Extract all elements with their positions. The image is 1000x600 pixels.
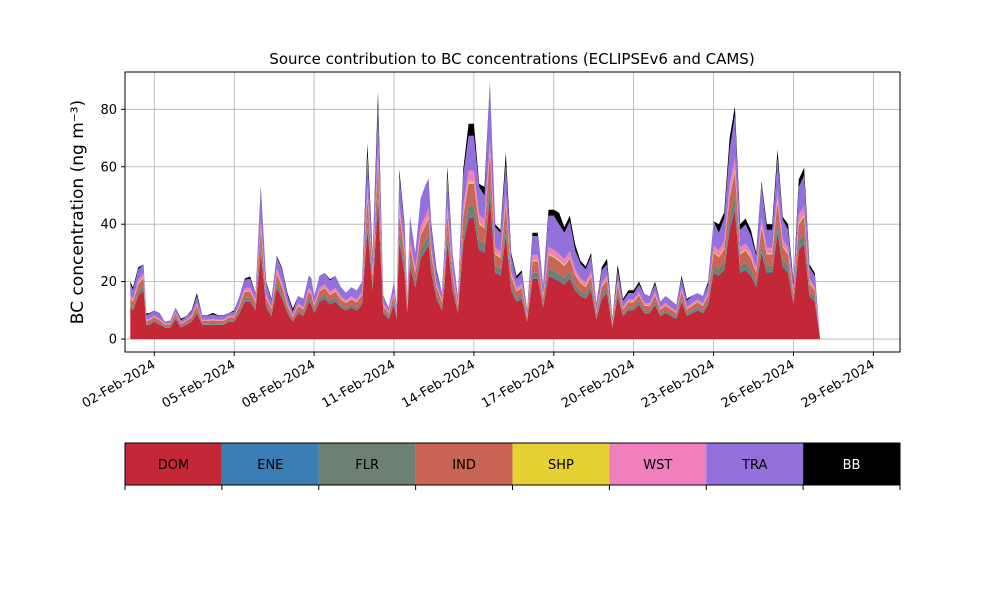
x-axis: 02-Feb-2024 05-Feb-2024 08-Feb-2024 11-Feb-… xyxy=(80,352,878,411)
legend-label-ene: ENE xyxy=(257,458,283,473)
legend-swatch-bb xyxy=(803,443,900,485)
legend-label-shp: SHP xyxy=(548,458,574,473)
legend-label-ind: IND xyxy=(452,458,476,473)
area-ind xyxy=(130,153,903,340)
stacked-areas xyxy=(130,80,903,340)
legend-swatch-ene xyxy=(221,443,319,485)
legend-swatch-dom xyxy=(125,443,222,485)
area-tra xyxy=(130,80,903,340)
legend-label-wst: WST xyxy=(643,458,672,473)
y-tick-label: 20 xyxy=(100,275,117,290)
legend: DOM ENE FLR IND SHP WST TRA BB xyxy=(124,442,901,490)
x-tick-label: 05-Feb-2024 xyxy=(160,357,239,411)
area-dom xyxy=(130,195,903,340)
x-tick-label: 11-Feb-2024 xyxy=(319,357,398,411)
y-tick-label: 40 xyxy=(100,218,117,233)
x-tick-label: 29-Feb-2024 xyxy=(799,357,878,411)
x-tick-label: 23-Feb-2024 xyxy=(639,357,718,411)
legend-swatch-tra xyxy=(706,443,804,485)
y-axis-label: BC concentration (ng m⁻³) xyxy=(68,100,88,324)
x-tick-label: 08-Feb-2024 xyxy=(240,357,319,411)
legend-label-flr: FLR xyxy=(355,458,379,473)
x-tick-label: 17-Feb-2024 xyxy=(479,357,558,411)
legend-swatch-ind xyxy=(415,443,513,485)
legend-swatch-flr xyxy=(318,443,416,485)
legend-swatch-shp xyxy=(512,443,610,485)
x-tick-label: 26-Feb-2024 xyxy=(719,357,798,411)
legend-label-tra: TRA xyxy=(741,458,767,473)
x-tick-label: 02-Feb-2024 xyxy=(80,357,159,411)
chart-title: Source contribution to BC concentrations… xyxy=(269,50,754,68)
legend-label-bb: BB xyxy=(843,458,861,473)
legend-swatch-wst xyxy=(609,443,707,485)
y-tick-label: 0 xyxy=(109,333,117,348)
plot-frame xyxy=(124,71,901,353)
x-tick-label: 14-Feb-2024 xyxy=(399,357,478,411)
legend-label-dom: DOM xyxy=(158,458,189,473)
y-tick-label: 60 xyxy=(100,160,117,175)
x-tick-label: 20-Feb-2024 xyxy=(559,357,638,411)
y-tick-label: 80 xyxy=(100,103,117,118)
y-axis: 0 20 40 60 80 xyxy=(100,103,125,348)
area-ene xyxy=(130,192,903,340)
